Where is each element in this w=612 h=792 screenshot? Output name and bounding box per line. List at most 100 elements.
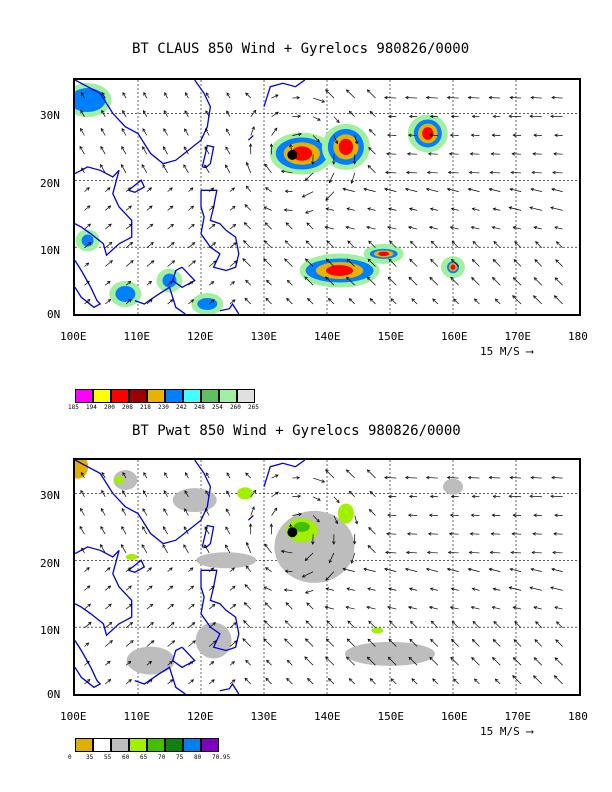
p1-wind-arrowhead	[305, 240, 310, 244]
p2-wind-arrow	[167, 640, 175, 647]
p1-wind-arrowhead	[274, 94, 279, 98]
p1-wind-arrow	[285, 190, 293, 193]
p1-wind-arrow	[229, 281, 235, 286]
p1-wind-arrowhead	[304, 177, 309, 182]
p2-wind-arrowhead	[325, 469, 329, 473]
p2-wind-arrow	[266, 660, 272, 666]
p2-wind-arrowhead	[205, 508, 209, 512]
p1-wind-arrowhead	[346, 207, 351, 211]
p2-wind-arrow	[351, 552, 356, 564]
p2-wind-arrowhead	[509, 567, 514, 572]
p2-wind-arrowhead	[352, 541, 357, 545]
p1-wind-arrowhead	[107, 299, 112, 303]
p2-wind-arrow	[489, 477, 501, 479]
p2-wind-arrow	[333, 496, 340, 503]
p2-wind-arrowhead	[368, 508, 373, 513]
p2-wind-arrowhead	[425, 567, 430, 572]
p2-wind-arrowhead	[169, 660, 173, 665]
p2-wind-arrowhead	[264, 543, 268, 548]
p2-wind-arrowhead	[231, 567, 235, 571]
p1-wind-arrow	[122, 92, 127, 99]
p2-wind-arrowhead	[280, 549, 285, 554]
p1-wind-arrow	[469, 172, 480, 174]
p1-wind-arrowhead	[471, 276, 475, 281]
p2-wind-arrowhead	[492, 494, 497, 499]
p1-wind-arrowhead	[408, 276, 413, 281]
p1-wind-arrowhead	[352, 161, 357, 165]
p1-wind-arrow	[125, 187, 131, 192]
p2-wind-arrow	[229, 604, 236, 610]
p1-wind-arrowhead	[405, 170, 410, 175]
p1-wind-arrowhead	[530, 95, 534, 100]
p1-wind-arrow	[530, 115, 542, 118]
p2-pwat-gray	[443, 478, 463, 495]
p1-wind-arrowhead	[325, 258, 330, 262]
p2-wind-arrow	[286, 678, 293, 685]
p1-xtick-4: 140E	[314, 330, 341, 343]
p2-wind-arrow	[292, 513, 302, 516]
p2-wind-arrowhead	[86, 585, 91, 589]
p2-wind-arrowhead	[85, 642, 90, 646]
p1-wind-arrowhead	[367, 164, 372, 169]
p1-wind-arrowhead	[336, 119, 340, 124]
p1-wind-arrowhead	[406, 152, 411, 156]
p2-wind-arrowhead	[532, 532, 536, 536]
p1-wind-arrowhead	[384, 95, 388, 100]
p2-wind-arrow	[367, 588, 376, 591]
p1-wind-arrowhead	[289, 143, 293, 148]
p1-wind-arrowhead	[363, 187, 367, 192]
p1-wind-arrowhead	[448, 152, 453, 156]
p2-wind-arrowhead	[551, 475, 555, 480]
p2-wind-arrow	[284, 638, 293, 647]
p1-wind-arrowhead	[265, 187, 269, 191]
p1-wind-arrow	[105, 223, 112, 230]
p1-wind-arrowhead	[387, 276, 392, 281]
p1-wind-arrow	[305, 258, 314, 267]
p2-wind-arrow	[305, 552, 314, 561]
p1-wind-arrow	[185, 92, 189, 99]
p2-legend-label-2: 55	[104, 754, 112, 761]
p2-wind-arrowhead	[189, 567, 194, 571]
p1-wind-arrow	[468, 188, 480, 192]
p1-wind-arrow	[530, 188, 542, 192]
p2-wind-arrow	[265, 678, 272, 685]
p1-wind-arrow	[490, 172, 501, 174]
p2-wind-arrow	[263, 638, 272, 647]
p2-wind-arrowhead	[185, 472, 189, 476]
p1-wind-arrow	[84, 262, 89, 267]
p2-wind-arrowhead	[225, 544, 229, 549]
p1-wind-arrowhead	[142, 110, 147, 114]
p2-wind-arrow	[529, 587, 542, 591]
p1-wind-arrow	[388, 208, 397, 211]
p2-wind-arrow	[325, 469, 335, 479]
p1-wind-arrow	[105, 187, 111, 192]
p1-wind-arrowhead	[164, 92, 168, 96]
p2-wind-arrow	[167, 604, 174, 610]
p2-wind-arrowhead	[405, 550, 410, 555]
p2-wind-arrow	[226, 472, 231, 479]
p2-wind-arrowhead	[304, 656, 308, 660]
p1-wind-arrowhead	[493, 240, 497, 245]
p1-wind-arrowhead	[169, 299, 174, 303]
p1-wind-arrow	[84, 280, 90, 286]
p2-wind-arrow	[472, 639, 480, 647]
p2-wind-arrow	[302, 571, 314, 578]
p1-wind-arrowhead	[205, 110, 209, 114]
p1-wind-arrowhead	[509, 187, 514, 192]
p1-wind-arrow	[493, 241, 501, 249]
p2-wind-arrow	[264, 586, 272, 591]
p1-wind-arrow	[409, 259, 418, 267]
p1-wind-arrowhead	[185, 92, 189, 96]
p2-wind-arrowhead	[87, 603, 92, 608]
p1-wind-arrowhead	[163, 128, 167, 132]
p2-wind-arrowhead	[534, 639, 538, 643]
p2-wind-arrowhead	[275, 491, 279, 496]
p2-wind-arrowhead	[107, 679, 112, 683]
p1-legend-label-9: 260	[230, 404, 241, 411]
p1-wind-arrowhead	[86, 299, 91, 303]
p2-wind-arrowhead	[384, 567, 388, 572]
p2-wind-arrow	[250, 506, 255, 516]
p2-wind-arrowhead	[533, 675, 537, 679]
p2-wind-arrowhead	[388, 587, 392, 591]
p1-wind-arrowhead	[467, 187, 472, 192]
